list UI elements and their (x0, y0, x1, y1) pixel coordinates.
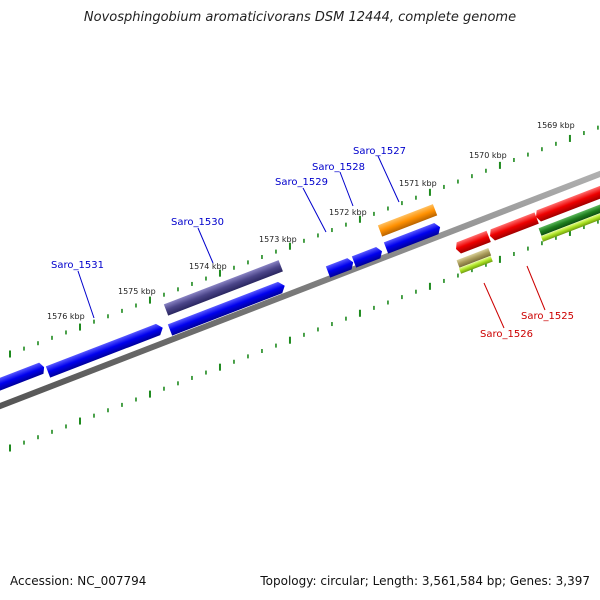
gene-label-saro-1528[interactable]: Saro_1528 (312, 162, 365, 173)
gene-label-saro-1525[interactable]: Saro_1525 (521, 311, 574, 322)
gene-arrow-saro-1527[interactable] (377, 204, 438, 237)
gene-label-saro-1526[interactable]: Saro_1526 (480, 329, 533, 340)
kbp-label-1572: 1572 kbp (329, 208, 367, 217)
gene-leader-lines (77, 155, 546, 329)
gene-arrow-red-2[interactable] (534, 184, 600, 222)
gene-arrow-saro-1526-red[interactable] (454, 230, 491, 255)
gene-arrow-saro-1528[interactable] (351, 246, 384, 268)
minus-strand-genes (454, 184, 600, 274)
gene-arrow-blue-2[interactable] (167, 280, 287, 336)
gene-arrow-blue[interactable] (0, 362, 46, 394)
gene-arrow-blue-3[interactable] (383, 222, 442, 254)
gene-arrow-lime[interactable] (540, 211, 600, 242)
gene-label-saro-1530[interactable]: Saro_1530 (171, 217, 224, 228)
kbp-label-1574: 1574 kbp (189, 262, 227, 271)
lower-scale-ticks (9, 219, 599, 452)
gene-arrow-saro-1529[interactable] (325, 257, 356, 278)
upper-scale-ticks (9, 125, 599, 358)
gene-label-saro-1529[interactable]: Saro_1529 (275, 177, 328, 188)
kbp-label-1569: 1569 kbp (537, 121, 575, 130)
gene-label-saro-1531[interactable]: Saro_1531 (51, 260, 104, 271)
gene-arrow-green[interactable] (538, 203, 600, 236)
gene-label-saro-1527[interactable]: Saro_1527 (353, 146, 406, 157)
map-title: Novosphingobium aromaticivorans DSM 1244… (83, 10, 517, 25)
kbp-label-1575: 1575 kbp (118, 287, 156, 296)
kbp-label-1571: 1571 kbp (399, 179, 437, 188)
gene-arrow-saro-1531[interactable] (45, 322, 165, 378)
topology-text: Topology: circular; Length: 3,561,584 bp… (260, 574, 590, 588)
plus-strand-genes (0, 204, 442, 394)
gene-arrow-saro-1526-lime[interactable] (458, 255, 493, 274)
gene-arrow-saro-1525[interactable] (488, 212, 539, 241)
gene-arrow-saro-1526-khaki[interactable] (456, 248, 492, 268)
kbp-label-1573: 1573 kbp (259, 235, 297, 244)
gene-arrow-saro-1530[interactable] (163, 260, 283, 316)
genome-backbone (0, 170, 600, 410)
gene-labels: Saro_1527 Saro_1528 Saro_1529 Saro_1530 … (51, 146, 574, 340)
accession-text: Accession: NC_007794 (10, 574, 147, 588)
kbp-labels: 1569 kbp 1570 kbp 1571 kbp 1572 kbp 1573… (47, 121, 575, 321)
kbp-label-1570: 1570 kbp (469, 151, 507, 160)
kbp-label-1576: 1576 kbp (47, 312, 85, 321)
